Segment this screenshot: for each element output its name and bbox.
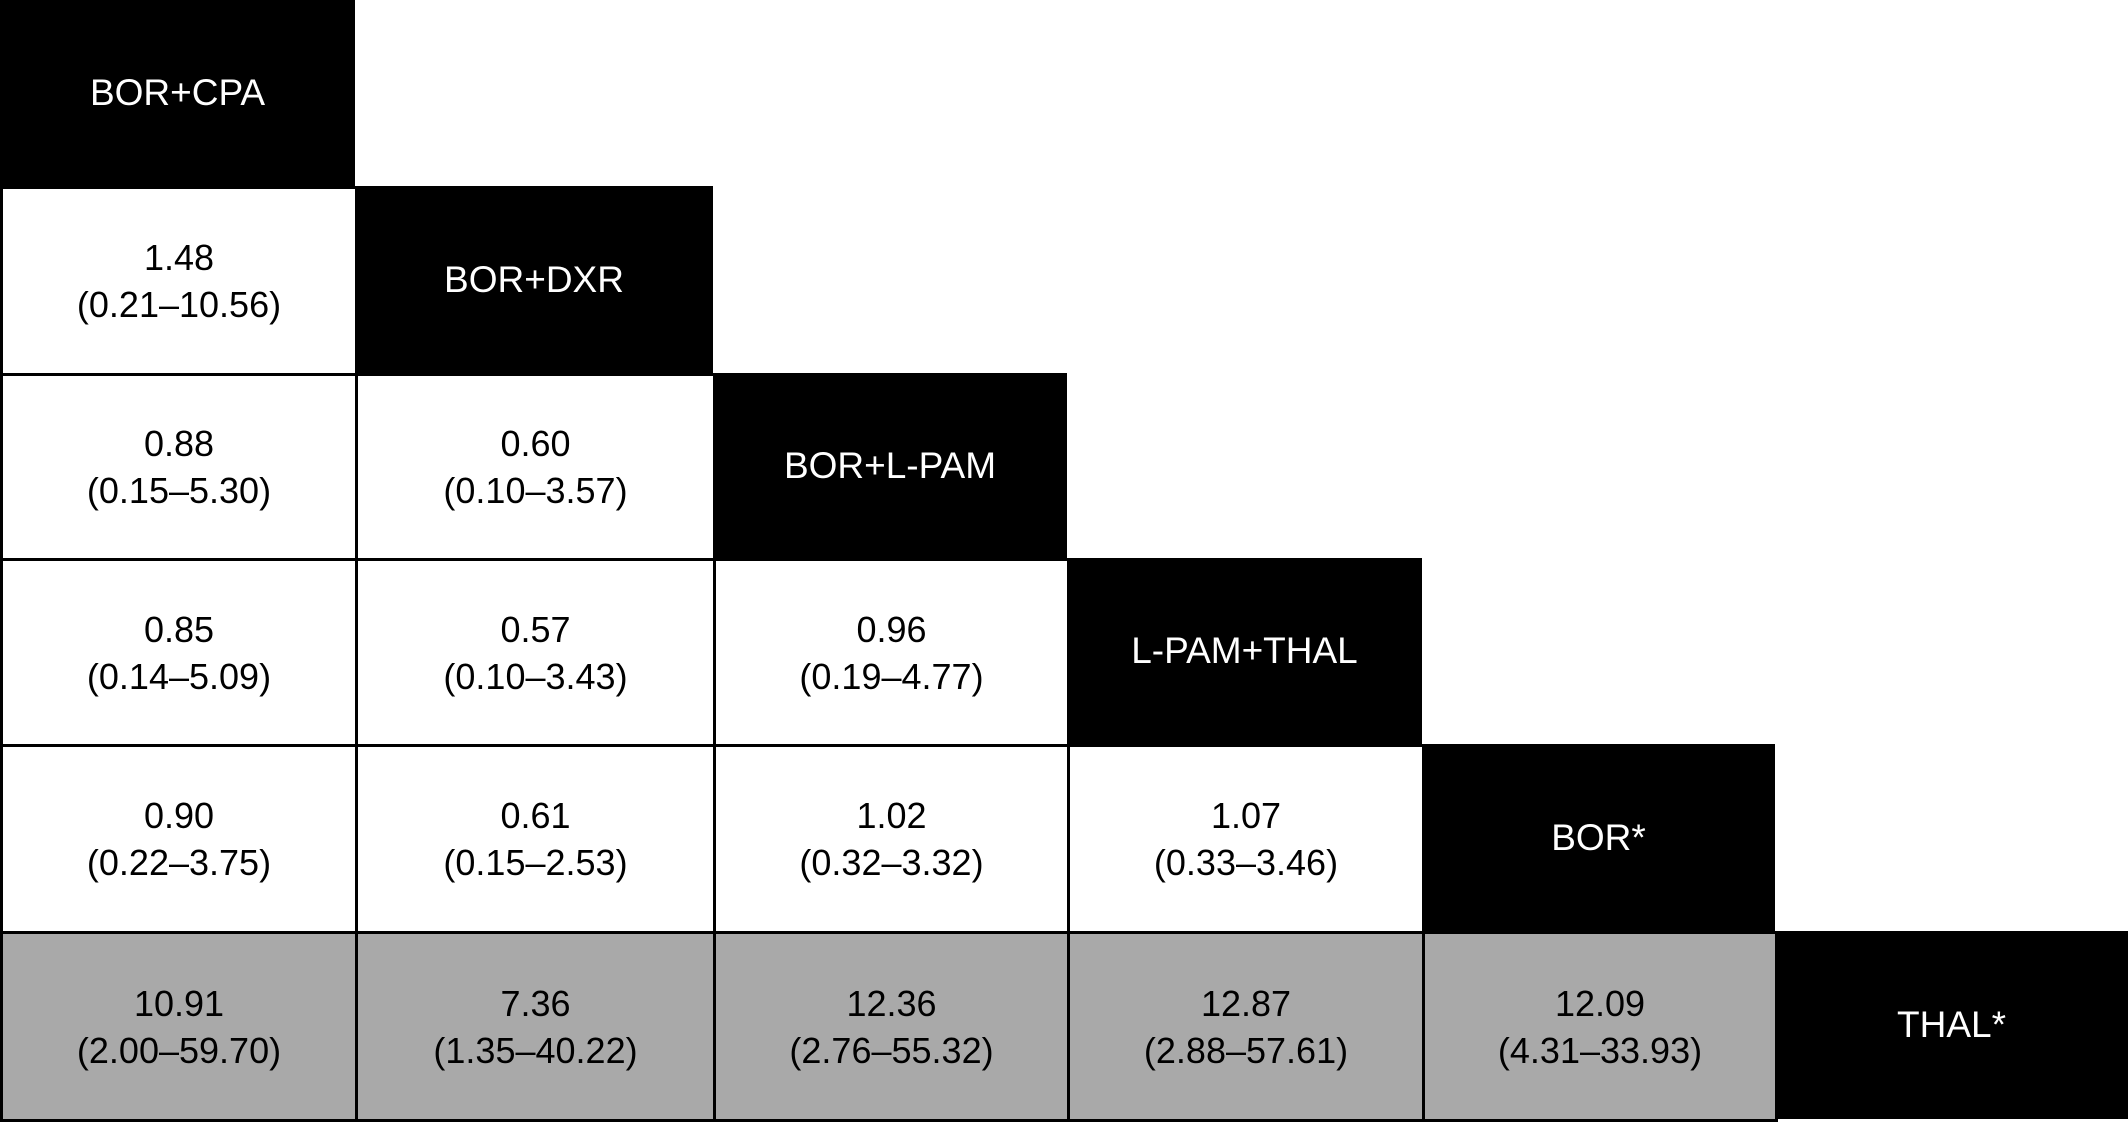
effect-estimate: 0.88 (143, 423, 215, 464)
confidence-interval: (4.31–33.93) (1497, 1029, 1703, 1071)
effect-estimate: 7.36 (500, 982, 571, 1024)
confidence-interval: (2.00–59.70) (76, 1029, 282, 1071)
comparison-cell: 7.36 (1.35–40.22) (355, 931, 716, 1122)
comparison-cell: 1.07 (0.33–3.46) (1067, 744, 1425, 934)
effect-estimate: 1.48 (143, 237, 215, 278)
comparison-cell: 0.61 (0.15–2.53) (355, 744, 716, 934)
comparison-cell: 1.48 (0.21–10.56) (0, 186, 358, 376)
treatment-header-bor: BOR* (1422, 744, 1775, 931)
comparison-cell: 0.57 (0.10–3.43) (355, 558, 716, 747)
effect-estimate: 12.87 (1200, 982, 1292, 1024)
effect-estimate: 1.02 (856, 795, 927, 836)
comparison-cell: 10.91 (2.00–59.70) (0, 931, 358, 1122)
comparison-cell: 12.36 (2.76–55.32) (713, 931, 1070, 1122)
treatment-label: BOR+L-PAM (783, 444, 997, 486)
effect-estimate: 0.61 (500, 795, 571, 836)
confidence-interval: (0.19–4.77) (799, 655, 984, 697)
effect-estimate: 0.57 (500, 608, 571, 650)
treatment-header-bor-cpa: BOR+CPA (0, 0, 355, 186)
effect-estimate: 0.85 (143, 608, 215, 650)
comparison-cell: 0.90 (0.22–3.75) (0, 744, 358, 934)
treatment-label: BOR+DXR (444, 258, 624, 300)
comparison-cell: 0.60 (0.10–3.57) (355, 373, 716, 561)
confidence-interval: (1.35–40.22) (433, 1029, 638, 1071)
comparison-cell: 1.02 (0.32–3.32) (713, 744, 1070, 934)
comparison-cell: 0.85 (0.14–5.09) (0, 558, 358, 747)
treatment-label: THAL* (1897, 1004, 2006, 1045)
effect-estimate: 0.96 (856, 608, 927, 650)
confidence-interval: (0.15–2.53) (443, 842, 628, 883)
comparison-cell: 0.88 (0.15–5.30) (0, 373, 358, 561)
confidence-interval: (0.10–3.43) (443, 655, 628, 697)
treatment-label: L-PAM+THAL (1131, 630, 1358, 671)
effect-estimate: 10.91 (133, 982, 225, 1024)
treatment-header-bor-dxr: BOR+DXR (355, 186, 713, 373)
treatment-header-thal: THAL* (1775, 931, 2128, 1119)
comparison-cell: 0.96 (0.19–4.77) (713, 558, 1070, 747)
confidence-interval: (0.33–3.46) (1153, 842, 1339, 883)
effect-estimate: 0.90 (143, 795, 215, 836)
confidence-interval: (0.15–5.30) (86, 470, 272, 511)
treatment-label: BOR+CPA (89, 72, 266, 113)
comparison-cell: 12.87 (2.88–57.61) (1067, 931, 1425, 1122)
confidence-interval: (0.32–3.32) (799, 842, 984, 883)
treatment-label: BOR* (1551, 816, 1646, 858)
confidence-interval: (0.14–5.09) (86, 655, 272, 697)
effect-estimate: 0.60 (500, 423, 571, 464)
confidence-interval: (2.76–55.32) (789, 1029, 994, 1071)
effect-estimate: 1.07 (1210, 795, 1282, 836)
confidence-interval: (0.10–3.57) (443, 470, 628, 511)
confidence-interval: (2.88–57.61) (1143, 1029, 1349, 1071)
treatment-header-bor-l-pam: BOR+L-PAM (713, 373, 1067, 558)
effect-estimate: 12.36 (846, 982, 937, 1024)
confidence-interval: (0.22–3.75) (86, 842, 272, 883)
treatment-header-l-pam-thal: L-PAM+THAL (1067, 558, 1422, 744)
comparison-cell: 12.09 (4.31–33.93) (1422, 931, 1778, 1122)
effect-estimate: 12.09 (1554, 982, 1646, 1024)
confidence-interval: (0.21–10.56) (76, 284, 282, 325)
